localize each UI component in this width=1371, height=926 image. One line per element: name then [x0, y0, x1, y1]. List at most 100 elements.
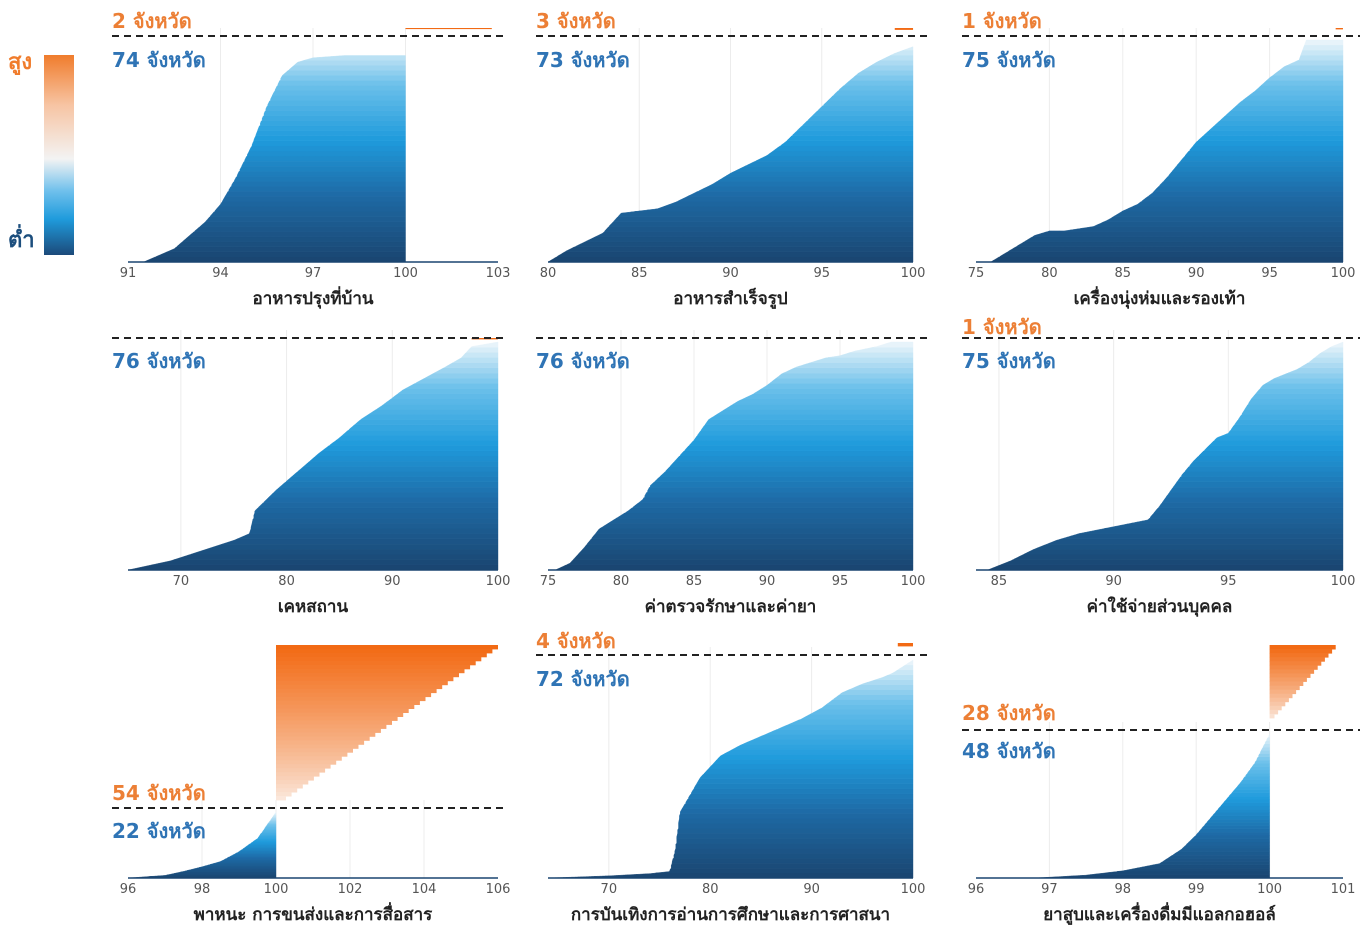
below-threshold-band	[1241, 409, 1344, 415]
below-threshold-band	[795, 362, 914, 369]
below-threshold-band	[1266, 75, 1344, 81]
below-threshold-count-label: 76 จังหวัด	[112, 349, 206, 373]
below-threshold-band	[1165, 492, 1344, 498]
below-threshold-band	[1258, 753, 1270, 758]
above-threshold-band	[405, 28, 492, 30]
above-threshold-band	[276, 784, 303, 789]
below-threshold-band	[187, 868, 277, 871]
x-tick-label: 75	[968, 266, 985, 281]
below-threshold-count-label: 75 จังหวัด	[962, 349, 1056, 373]
below-threshold-band	[724, 404, 914, 410]
below-threshold-band	[224, 191, 406, 197]
below-threshold-band	[1252, 763, 1270, 767]
below-threshold-band	[810, 357, 914, 363]
below-threshold-band	[677, 196, 914, 202]
below-threshold-band	[608, 518, 914, 524]
below-threshold-band	[273, 814, 277, 817]
above-threshold-band	[276, 704, 415, 709]
below-threshold-band	[1185, 841, 1270, 846]
below-threshold-band	[660, 471, 914, 477]
below-threshold-band	[453, 357, 499, 363]
below-threshold-band	[1225, 110, 1344, 116]
above-threshold-band	[276, 708, 409, 713]
x-tick-label: 100	[264, 882, 289, 897]
below-threshold-band	[848, 684, 914, 690]
below-threshold-band	[1189, 145, 1344, 152]
below-threshold-band	[253, 512, 499, 519]
below-threshold-band	[1304, 39, 1344, 46]
below-threshold-band	[1168, 171, 1344, 177]
below-threshold-band	[1185, 466, 1344, 472]
below-threshold-band	[1141, 196, 1344, 202]
below-threshold-band	[237, 171, 406, 177]
above-threshold-band	[276, 776, 314, 781]
below-threshold-band	[1215, 809, 1270, 813]
below-threshold-band	[687, 191, 914, 197]
below-threshold-band	[849, 75, 914, 81]
x-tick-label: 90	[384, 574, 401, 589]
x-tick-label: 99	[1188, 882, 1205, 897]
below-threshold-band	[754, 388, 914, 394]
x-tick-label: 90	[1105, 574, 1122, 589]
below-threshold-band	[708, 763, 914, 770]
below-threshold-band	[257, 125, 406, 131]
above-threshold-band	[276, 660, 476, 666]
below-threshold-band	[595, 528, 914, 534]
above-threshold-band	[1269, 677, 1307, 682]
above-threshold-band	[1335, 28, 1343, 30]
above-threshold-band	[276, 645, 498, 650]
below-threshold-band	[769, 378, 914, 384]
below-threshold-band	[190, 549, 499, 555]
x-tick-label: 90	[1188, 266, 1205, 281]
below-threshold-band	[251, 518, 499, 524]
x-tick-label: 90	[759, 574, 776, 589]
below-threshold-band	[1237, 782, 1270, 787]
above-threshold-band	[1269, 713, 1275, 719]
below-threshold-band	[708, 414, 914, 420]
below-threshold-band	[818, 704, 914, 710]
below-threshold-band	[1092, 221, 1344, 227]
above-threshold-band	[276, 788, 298, 793]
below-threshold-band	[1214, 120, 1344, 126]
below-threshold-band	[391, 393, 499, 400]
below-threshold-band	[716, 409, 914, 415]
below-threshold-band	[704, 419, 914, 426]
x-tick-label: 100	[1257, 882, 1282, 897]
x-tick-label: 100	[1331, 266, 1356, 281]
below-threshold-band	[1132, 201, 1344, 207]
below-threshold-band	[1193, 140, 1344, 147]
below-threshold-band	[204, 864, 277, 867]
below-threshold-band	[677, 828, 914, 834]
below-threshold-band	[1167, 854, 1270, 859]
below-threshold-band	[269, 820, 277, 823]
below-threshold-band	[684, 445, 914, 451]
x-tick-label: 100	[1331, 574, 1356, 589]
below-threshold-band	[248, 528, 499, 534]
below-threshold-band	[166, 246, 406, 253]
below-threshold-band	[205, 216, 406, 222]
below-threshold-band	[298, 466, 499, 472]
below-threshold-band	[128, 564, 499, 571]
above-threshold-band	[1269, 669, 1315, 674]
x-tick-label: 96	[968, 882, 985, 897]
below-threshold-band	[266, 823, 277, 826]
above-threshold-band	[1269, 661, 1322, 666]
below-threshold-band	[671, 858, 914, 864]
below-threshold-band	[1023, 549, 1344, 555]
below-threshold-band	[1159, 181, 1344, 187]
below-threshold-band	[224, 858, 277, 861]
above-threshold-band	[1269, 681, 1304, 686]
below-threshold-band	[665, 466, 914, 472]
below-threshold-band	[1242, 776, 1270, 780]
x-tick-label: 95	[1261, 266, 1278, 281]
below-threshold-band	[696, 778, 914, 785]
below-threshold-band	[397, 388, 499, 394]
below-threshold-band	[376, 404, 499, 410]
below-threshold-band	[264, 826, 277, 829]
above-threshold-band	[276, 680, 448, 686]
above-threshold-band	[1269, 693, 1293, 699]
below-threshold-band	[775, 372, 914, 379]
above-threshold-band	[276, 728, 381, 733]
below-threshold-band	[1032, 231, 1344, 237]
panel-title: ค่าตรวจรักษาและค่ายา	[645, 597, 817, 617]
